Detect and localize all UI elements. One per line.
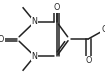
Text: Cl: Cl <box>101 25 105 34</box>
Text: O: O <box>54 3 60 12</box>
Text: O: O <box>0 34 4 44</box>
Text: N: N <box>32 17 38 26</box>
Text: N: N <box>32 52 38 61</box>
Text: O: O <box>85 56 91 65</box>
